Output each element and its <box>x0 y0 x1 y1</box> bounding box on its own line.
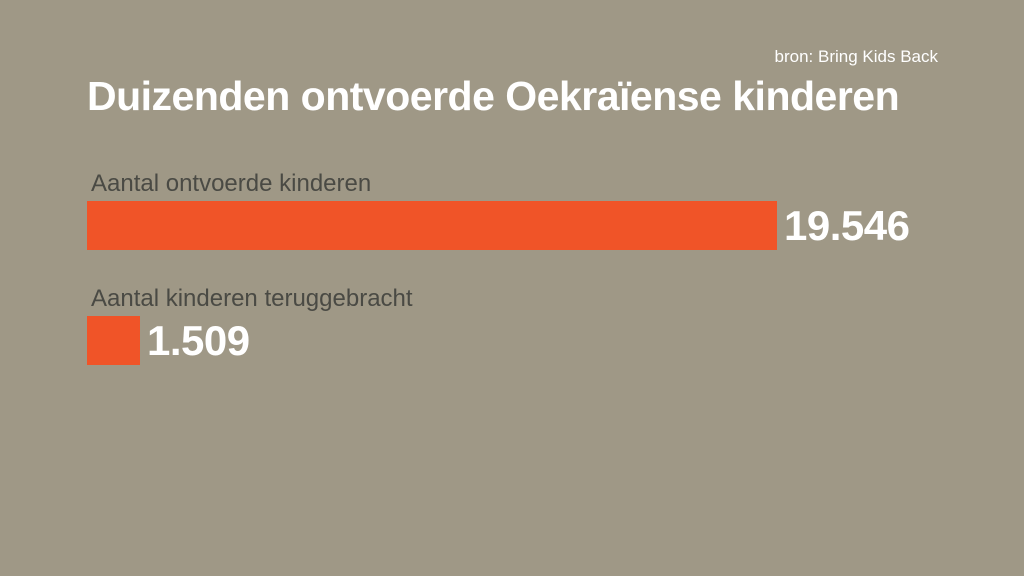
bar-label: Aantal kinderen teruggebracht <box>91 285 413 312</box>
bar-value-label: 1.509 <box>147 317 250 364</box>
bar-label: Aantal ontvoerde kinderen <box>91 170 372 197</box>
bar-value-label: 19.546 <box>784 202 910 249</box>
source-credit: bron: Bring Kids Back <box>774 47 938 66</box>
chart-title: Duizenden ontvoerde Oekraïense kinderen <box>87 73 900 119</box>
bar <box>87 201 777 250</box>
bar <box>87 316 140 365</box>
